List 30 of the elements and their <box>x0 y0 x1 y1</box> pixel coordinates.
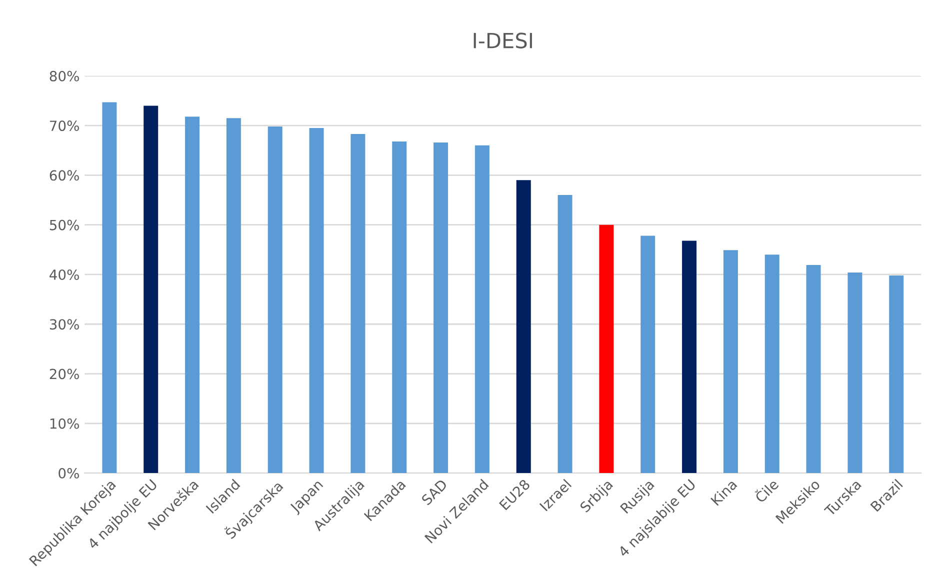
bar <box>682 240 697 474</box>
bar <box>889 275 904 474</box>
bar <box>806 265 821 474</box>
y-tick-label: 70% <box>50 120 79 132</box>
bar <box>640 236 656 474</box>
bar <box>185 116 200 474</box>
bar <box>848 272 862 474</box>
bar <box>309 128 324 474</box>
y-tick-label: 30% <box>50 319 79 330</box>
y-tick-label: 10% <box>50 418 79 429</box>
y-tick-label: 40% <box>50 269 79 280</box>
y-tick-label: 80% <box>50 70 79 82</box>
bar <box>764 254 780 474</box>
bar <box>516 180 531 474</box>
bar <box>268 126 282 474</box>
y-tick-label: 60% <box>50 170 79 181</box>
bar <box>350 134 366 474</box>
bar <box>434 142 448 474</box>
bar <box>474 145 490 474</box>
bar <box>226 118 241 474</box>
bar <box>599 224 614 474</box>
bar <box>558 195 572 474</box>
bar <box>392 141 407 474</box>
y-tick-label: 0% <box>58 468 79 479</box>
bar <box>144 106 158 474</box>
y-tick-label: 20% <box>50 368 79 380</box>
y-tick-label: 50% <box>50 220 79 230</box>
chart-title: I-DESI <box>474 32 532 48</box>
bar <box>723 250 738 474</box>
bar <box>102 102 117 474</box>
